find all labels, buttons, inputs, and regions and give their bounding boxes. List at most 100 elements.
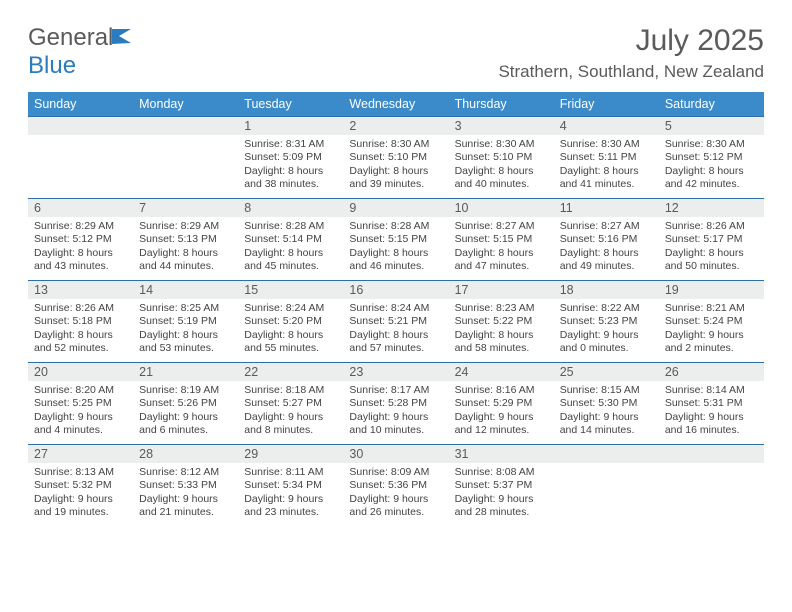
calendar-cell: 18Sunrise: 8:22 AMSunset: 5:23 PMDayligh… (554, 281, 659, 363)
day-number: 24 (449, 363, 554, 381)
calendar-cell: 5Sunrise: 8:30 AMSunset: 5:12 PMDaylight… (659, 117, 764, 199)
day-header: Monday (133, 92, 238, 117)
calendar-cell: 15Sunrise: 8:24 AMSunset: 5:20 PMDayligh… (238, 281, 343, 363)
day-number: 19 (659, 281, 764, 299)
day-number-empty (133, 117, 238, 135)
day-number: 22 (238, 363, 343, 381)
day-number: 20 (28, 363, 133, 381)
calendar-cell: 7Sunrise: 8:29 AMSunset: 5:13 PMDaylight… (133, 199, 238, 281)
logo: General Blue (28, 24, 133, 80)
day-details: Sunrise: 8:25 AMSunset: 5:19 PMDaylight:… (133, 299, 238, 359)
calendar-cell: 9Sunrise: 8:28 AMSunset: 5:15 PMDaylight… (343, 199, 448, 281)
day-number: 10 (449, 199, 554, 217)
calendar-cell: 11Sunrise: 8:27 AMSunset: 5:16 PMDayligh… (554, 199, 659, 281)
day-details: Sunrise: 8:30 AMSunset: 5:10 PMDaylight:… (449, 135, 554, 195)
calendar-cell: 29Sunrise: 8:11 AMSunset: 5:34 PMDayligh… (238, 445, 343, 527)
calendar-cell: 19Sunrise: 8:21 AMSunset: 5:24 PMDayligh… (659, 281, 764, 363)
day-details: Sunrise: 8:29 AMSunset: 5:13 PMDaylight:… (133, 217, 238, 277)
calendar-cell (659, 445, 764, 527)
day-details: Sunrise: 8:19 AMSunset: 5:26 PMDaylight:… (133, 381, 238, 441)
calendar-cell: 4Sunrise: 8:30 AMSunset: 5:11 PMDaylight… (554, 117, 659, 199)
calendar-cell: 14Sunrise: 8:25 AMSunset: 5:19 PMDayligh… (133, 281, 238, 363)
logo-name-part1: General (28, 24, 113, 51)
calendar-cell: 6Sunrise: 8:29 AMSunset: 5:12 PMDaylight… (28, 199, 133, 281)
day-number: 2 (343, 117, 448, 135)
calendar-cell (28, 117, 133, 199)
day-details: Sunrise: 8:23 AMSunset: 5:22 PMDaylight:… (449, 299, 554, 359)
day-details: Sunrise: 8:22 AMSunset: 5:23 PMDaylight:… (554, 299, 659, 359)
day-details: Sunrise: 8:30 AMSunset: 5:11 PMDaylight:… (554, 135, 659, 195)
calendar-cell: 31Sunrise: 8:08 AMSunset: 5:37 PMDayligh… (449, 445, 554, 527)
day-details: Sunrise: 8:11 AMSunset: 5:34 PMDaylight:… (238, 463, 343, 523)
calendar-cell: 12Sunrise: 8:26 AMSunset: 5:17 PMDayligh… (659, 199, 764, 281)
day-number: 8 (238, 199, 343, 217)
day-number: 17 (449, 281, 554, 299)
calendar-cell: 22Sunrise: 8:18 AMSunset: 5:27 PMDayligh… (238, 363, 343, 445)
day-details: Sunrise: 8:30 AMSunset: 5:10 PMDaylight:… (343, 135, 448, 195)
day-number: 5 (659, 117, 764, 135)
day-details: Sunrise: 8:12 AMSunset: 5:33 PMDaylight:… (133, 463, 238, 523)
calendar-cell: 8Sunrise: 8:28 AMSunset: 5:14 PMDaylight… (238, 199, 343, 281)
calendar-week-row: 20Sunrise: 8:20 AMSunset: 5:25 PMDayligh… (28, 363, 764, 445)
day-details: Sunrise: 8:09 AMSunset: 5:36 PMDaylight:… (343, 463, 448, 523)
day-number: 30 (343, 445, 448, 463)
day-number-empty (28, 117, 133, 135)
calendar-table: SundayMondayTuesdayWednesdayThursdayFrid… (28, 92, 764, 527)
calendar-cell: 16Sunrise: 8:24 AMSunset: 5:21 PMDayligh… (343, 281, 448, 363)
day-details: Sunrise: 8:17 AMSunset: 5:28 PMDaylight:… (343, 381, 448, 441)
day-number-empty (659, 445, 764, 463)
day-number: 18 (554, 281, 659, 299)
calendar-cell: 28Sunrise: 8:12 AMSunset: 5:33 PMDayligh… (133, 445, 238, 527)
calendar-week-row: 13Sunrise: 8:26 AMSunset: 5:18 PMDayligh… (28, 281, 764, 363)
calendar-cell: 24Sunrise: 8:16 AMSunset: 5:29 PMDayligh… (449, 363, 554, 445)
calendar-cell: 30Sunrise: 8:09 AMSunset: 5:36 PMDayligh… (343, 445, 448, 527)
calendar-week-row: 27Sunrise: 8:13 AMSunset: 5:32 PMDayligh… (28, 445, 764, 527)
day-details: Sunrise: 8:24 AMSunset: 5:21 PMDaylight:… (343, 299, 448, 359)
day-header: Wednesday (343, 92, 448, 117)
day-header: Tuesday (238, 92, 343, 117)
day-number: 6 (28, 199, 133, 217)
day-details: Sunrise: 8:26 AMSunset: 5:18 PMDaylight:… (28, 299, 133, 359)
day-header: Sunday (28, 92, 133, 117)
day-number-empty (554, 445, 659, 463)
day-number: 28 (133, 445, 238, 463)
title-block: July 2025 Strathern, Southland, New Zeal… (498, 24, 764, 82)
day-number: 15 (238, 281, 343, 299)
day-header-row: SundayMondayTuesdayWednesdayThursdayFrid… (28, 92, 764, 117)
day-details: Sunrise: 8:30 AMSunset: 5:12 PMDaylight:… (659, 135, 764, 195)
calendar-cell: 1Sunrise: 8:31 AMSunset: 5:09 PMDaylight… (238, 117, 343, 199)
calendar-cell: 26Sunrise: 8:14 AMSunset: 5:31 PMDayligh… (659, 363, 764, 445)
calendar-cell: 2Sunrise: 8:30 AMSunset: 5:10 PMDaylight… (343, 117, 448, 199)
day-details: Sunrise: 8:18 AMSunset: 5:27 PMDaylight:… (238, 381, 343, 441)
calendar-cell (133, 117, 238, 199)
logo-flag-icon (111, 27, 133, 45)
day-details: Sunrise: 8:15 AMSunset: 5:30 PMDaylight:… (554, 381, 659, 441)
day-number: 16 (343, 281, 448, 299)
calendar-cell: 13Sunrise: 8:26 AMSunset: 5:18 PMDayligh… (28, 281, 133, 363)
day-details: Sunrise: 8:14 AMSunset: 5:31 PMDaylight:… (659, 381, 764, 441)
day-header: Thursday (449, 92, 554, 117)
day-number: 3 (449, 117, 554, 135)
day-details: Sunrise: 8:28 AMSunset: 5:15 PMDaylight:… (343, 217, 448, 277)
day-number: 21 (133, 363, 238, 381)
day-header: Saturday (659, 92, 764, 117)
calendar-week-row: 1Sunrise: 8:31 AMSunset: 5:09 PMDaylight… (28, 117, 764, 199)
day-details: Sunrise: 8:28 AMSunset: 5:14 PMDaylight:… (238, 217, 343, 277)
day-details: Sunrise: 8:26 AMSunset: 5:17 PMDaylight:… (659, 217, 764, 277)
calendar-cell (554, 445, 659, 527)
day-number: 9 (343, 199, 448, 217)
calendar-cell: 3Sunrise: 8:30 AMSunset: 5:10 PMDaylight… (449, 117, 554, 199)
day-number: 26 (659, 363, 764, 381)
calendar-cell: 23Sunrise: 8:17 AMSunset: 5:28 PMDayligh… (343, 363, 448, 445)
day-details: Sunrise: 8:24 AMSunset: 5:20 PMDaylight:… (238, 299, 343, 359)
day-number: 27 (28, 445, 133, 463)
day-number: 1 (238, 117, 343, 135)
calendar-cell: 10Sunrise: 8:27 AMSunset: 5:15 PMDayligh… (449, 199, 554, 281)
month-title: July 2025 (498, 24, 764, 58)
day-number: 31 (449, 445, 554, 463)
day-number: 11 (554, 199, 659, 217)
calendar-cell: 21Sunrise: 8:19 AMSunset: 5:26 PMDayligh… (133, 363, 238, 445)
header: General Blue July 2025 Strathern, Southl… (28, 24, 764, 82)
calendar-cell: 25Sunrise: 8:15 AMSunset: 5:30 PMDayligh… (554, 363, 659, 445)
day-details: Sunrise: 8:13 AMSunset: 5:32 PMDaylight:… (28, 463, 133, 523)
